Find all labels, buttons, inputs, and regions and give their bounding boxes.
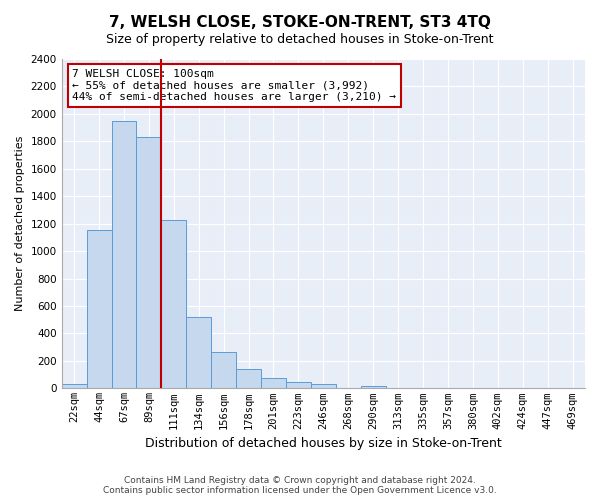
- Text: Size of property relative to detached houses in Stoke-on-Trent: Size of property relative to detached ho…: [106, 32, 494, 46]
- Bar: [86, 230, 112, 388]
- Bar: [136, 137, 161, 388]
- Bar: [186, 317, 211, 388]
- Bar: [236, 369, 261, 388]
- Y-axis label: Number of detached properties: Number of detached properties: [15, 136, 25, 312]
- Bar: [361, 386, 386, 388]
- Text: 7 WELSH CLOSE: 100sqm
← 55% of detached houses are smaller (3,992)
44% of semi-d: 7 WELSH CLOSE: 100sqm ← 55% of detached …: [72, 69, 396, 102]
- Text: 7, WELSH CLOSE, STOKE-ON-TRENT, ST3 4TQ: 7, WELSH CLOSE, STOKE-ON-TRENT, ST3 4TQ: [109, 15, 491, 30]
- Bar: [211, 352, 236, 389]
- Bar: [311, 384, 336, 388]
- X-axis label: Distribution of detached houses by size in Stoke-on-Trent: Distribution of detached houses by size …: [145, 437, 502, 450]
- Text: Contains HM Land Registry data © Crown copyright and database right 2024.
Contai: Contains HM Land Registry data © Crown c…: [103, 476, 497, 495]
- Bar: [286, 382, 311, 388]
- Bar: [112, 121, 136, 388]
- Bar: [261, 378, 286, 388]
- Bar: [62, 384, 86, 388]
- Bar: [161, 220, 186, 388]
